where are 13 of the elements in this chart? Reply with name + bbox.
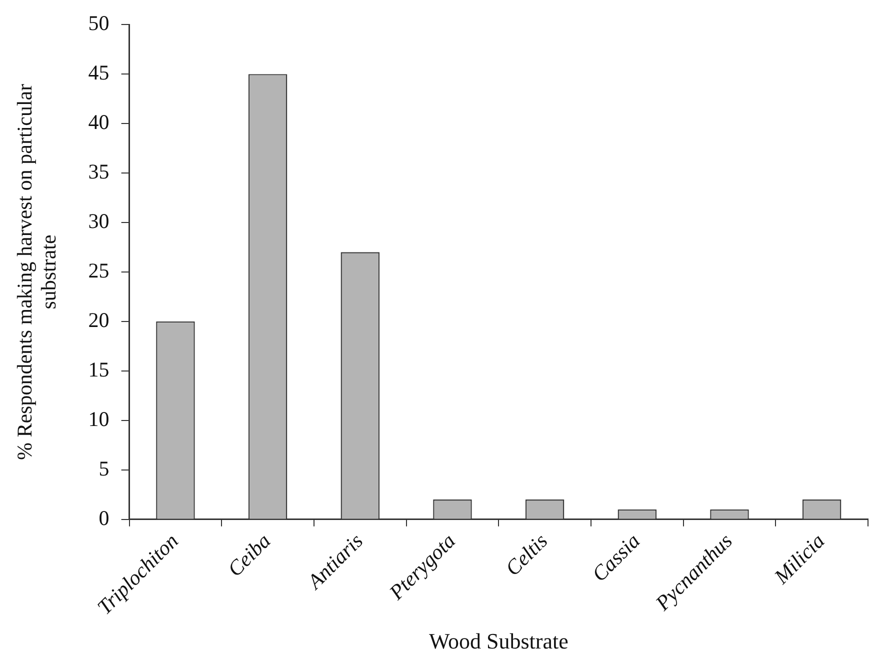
y-tick-label: 0 — [98, 506, 110, 530]
y-tick-label: 50 — [88, 11, 110, 36]
y-tick-label: 40 — [88, 110, 110, 134]
y-axis-title: % Respondents making harvest on particular substrate — [12, 84, 61, 460]
x-axis-title: Wood Substrate — [428, 628, 568, 654]
y-tick-label: 15 — [88, 357, 110, 382]
y-tick-label: 25 — [88, 258, 110, 282]
y-tick-label: 35 — [88, 160, 110, 184]
y-tick-label: 10 — [88, 406, 110, 431]
y-tick-label: 20 — [88, 308, 110, 332]
y-tick-label: 45 — [88, 60, 110, 85]
y-tick-label: 5 — [98, 456, 110, 480]
y-tick-label: 30 — [88, 209, 110, 234]
